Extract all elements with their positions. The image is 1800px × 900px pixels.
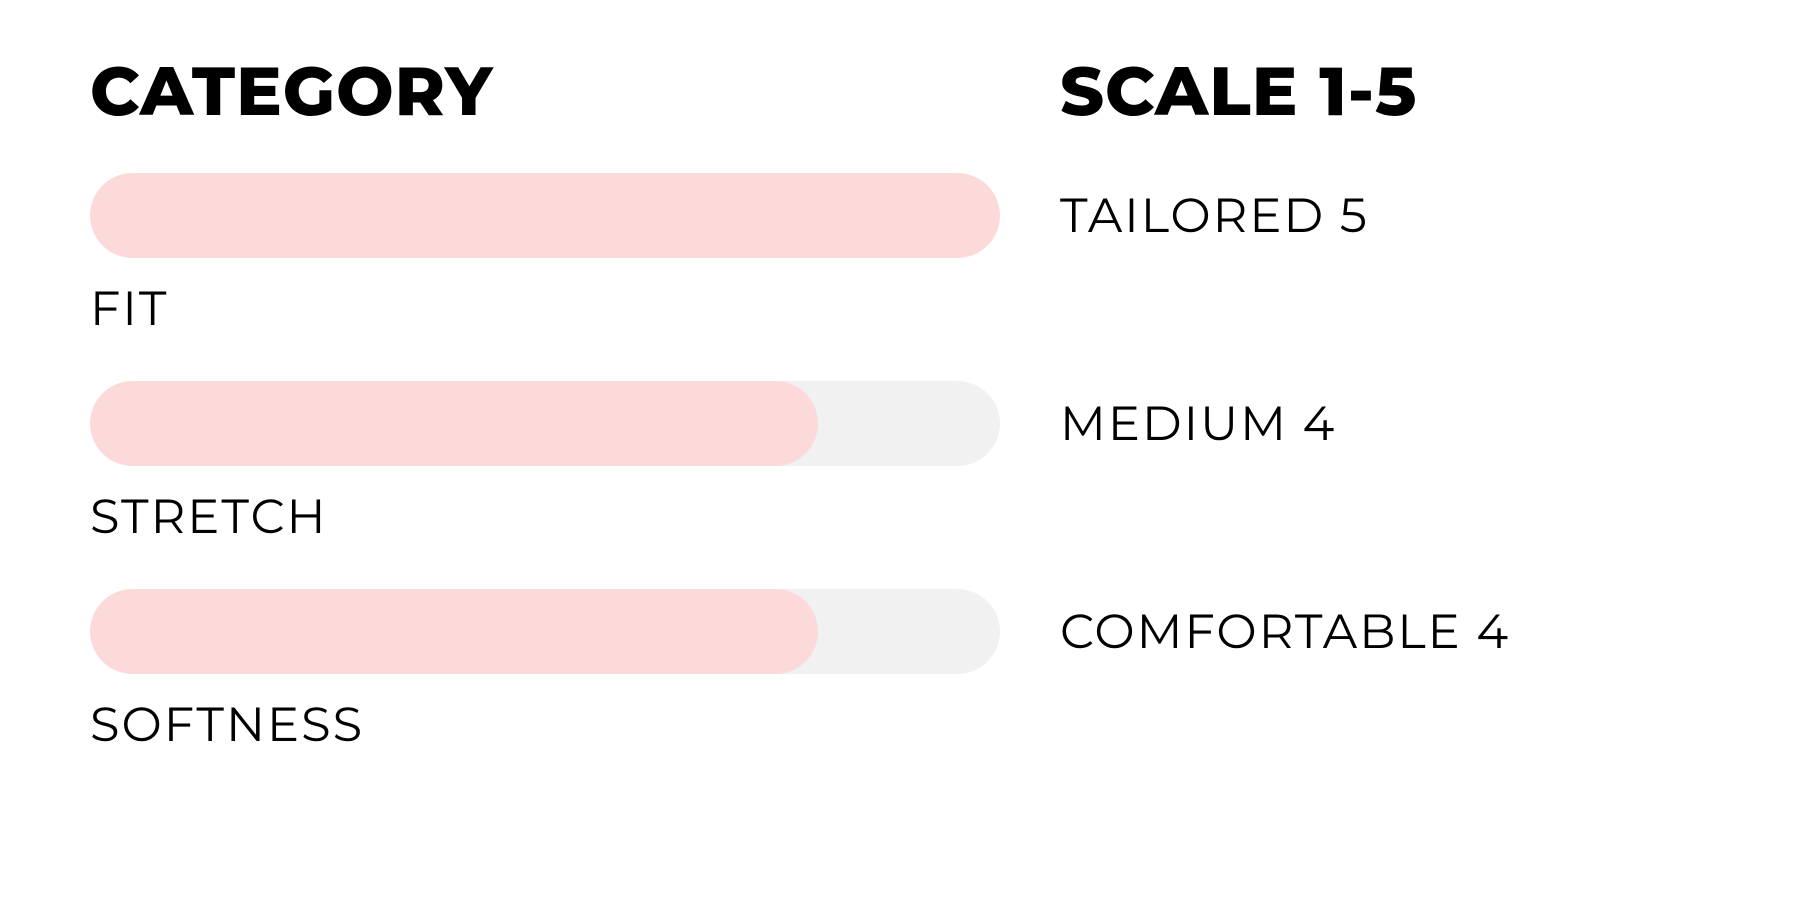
header-scale: SCALE 1-5: [1060, 50, 1417, 133]
bar-track: [90, 381, 1000, 466]
bar-track: [90, 173, 1000, 258]
header-category: CATEGORY: [90, 50, 1060, 133]
bar-column: SOFTNESS: [90, 589, 1060, 789]
scale-value: MEDIUM 4: [1060, 381, 1336, 466]
bar-fill: [90, 173, 1000, 258]
scale-value: COMFORTABLE 4: [1060, 589, 1510, 674]
bar-fill: [90, 381, 818, 466]
header-row: CATEGORY SCALE 1-5: [90, 50, 1710, 133]
scale-value: TAILORED 5: [1060, 173, 1369, 258]
category-label: FIT: [90, 280, 1000, 338]
category-label: STRETCH: [90, 488, 1000, 546]
rating-row-stretch: STRETCH MEDIUM 4: [90, 381, 1710, 581]
rating-table: CATEGORY SCALE 1-5 FIT TAILORED 5 STRETC…: [90, 50, 1710, 789]
bar-column: STRETCH: [90, 381, 1060, 581]
bar-fill: [90, 589, 818, 674]
category-label: SOFTNESS: [90, 696, 1000, 754]
rating-row-softness: SOFTNESS COMFORTABLE 4: [90, 589, 1710, 789]
bar-column: FIT: [90, 173, 1060, 373]
bar-track: [90, 589, 1000, 674]
rating-row-fit: FIT TAILORED 5: [90, 173, 1710, 373]
